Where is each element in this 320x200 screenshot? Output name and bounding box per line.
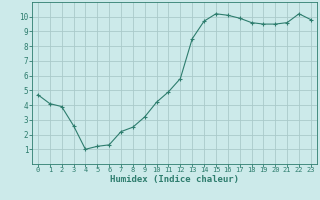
X-axis label: Humidex (Indice chaleur): Humidex (Indice chaleur) — [110, 175, 239, 184]
